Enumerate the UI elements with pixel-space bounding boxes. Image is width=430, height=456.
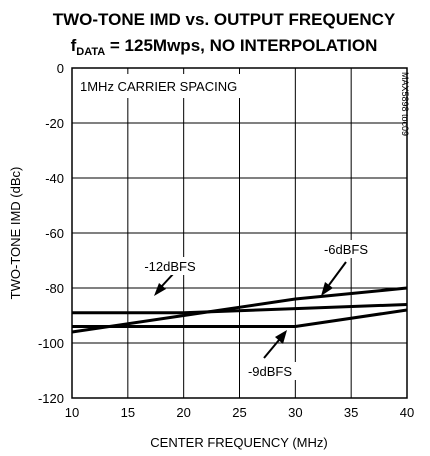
y-axis-label: TWO-TONE IMD (dBc) — [8, 167, 23, 300]
series-lines — [71, 286, 408, 334]
side-label: MAX5898 toc09 — [400, 72, 410, 136]
x-tick-label: 25 — [232, 405, 246, 420]
arrow-6dbfs-head — [321, 282, 333, 296]
y-tick-label: -40 — [45, 171, 64, 186]
label-12dbfs-bg — [130, 257, 210, 275]
y-tick-label: -20 — [45, 116, 64, 131]
title-rest: = 125Mwps, NO INTERPOLATION — [105, 36, 377, 55]
arrow-12dbfs-stem — [161, 272, 175, 287]
x-tick-label: 35 — [344, 405, 358, 420]
y-tick-label: -100 — [38, 336, 64, 351]
title-subscript: DATA — [76, 46, 105, 58]
x-tick-label: 40 — [400, 405, 414, 420]
x-axis-label: CENTER FREQUENCY (MHz) — [150, 435, 327, 450]
series-line-6dbfs — [71, 286, 408, 334]
x-tick-label: 30 — [288, 405, 302, 420]
carrier-spacing-label: 1MHz CARRIER SPACING — [80, 79, 237, 94]
y-tick-labels: 0 -20 -40 -60 -80 -100 -120 — [38, 61, 64, 406]
grid — [71, 67, 408, 399]
y-tick-label: 0 — [57, 61, 64, 76]
plot-frame — [71, 67, 408, 399]
arrow-12dbfs-head — [154, 283, 166, 296]
x-tick-label: 15 — [121, 405, 135, 420]
label-9dbfs-bg — [240, 362, 306, 380]
x-tick-label: 20 — [176, 405, 190, 420]
x-tick-label: 10 — [65, 405, 79, 420]
arrow-9dbfs-stem — [263, 339, 280, 359]
chart-title-line1: TWO-TONE IMD vs. OUTPUT FREQUENCY — [53, 10, 396, 29]
y-tick-label: -80 — [45, 281, 64, 296]
inner-label-bg — [78, 74, 258, 98]
label-9dbfs: -9dBFS — [248, 364, 292, 379]
arrow-9dbfs-head — [275, 330, 287, 344]
title-f: f — [71, 36, 77, 55]
series-line-12dbfs — [72, 303, 408, 315]
label-6dbfs: -6dBFS — [324, 242, 368, 257]
series-line-9dbfs — [72, 308, 408, 328]
y-tick-label: -60 — [45, 226, 64, 241]
series-annotations: -12dBFS -6dBFS -9dBFS — [130, 240, 379, 380]
y-tick-label: -120 — [38, 391, 64, 406]
label-6dbfs-bg — [313, 240, 379, 258]
arrow-6dbfs-stem — [328, 261, 347, 286]
chart-title-line2: fDATA = 125Mwps, NO INTERPOLATION — [71, 36, 378, 58]
label-12dbfs: -12dBFS — [144, 259, 196, 274]
x-tick-labels: 10 15 20 25 30 35 40 — [65, 405, 414, 420]
